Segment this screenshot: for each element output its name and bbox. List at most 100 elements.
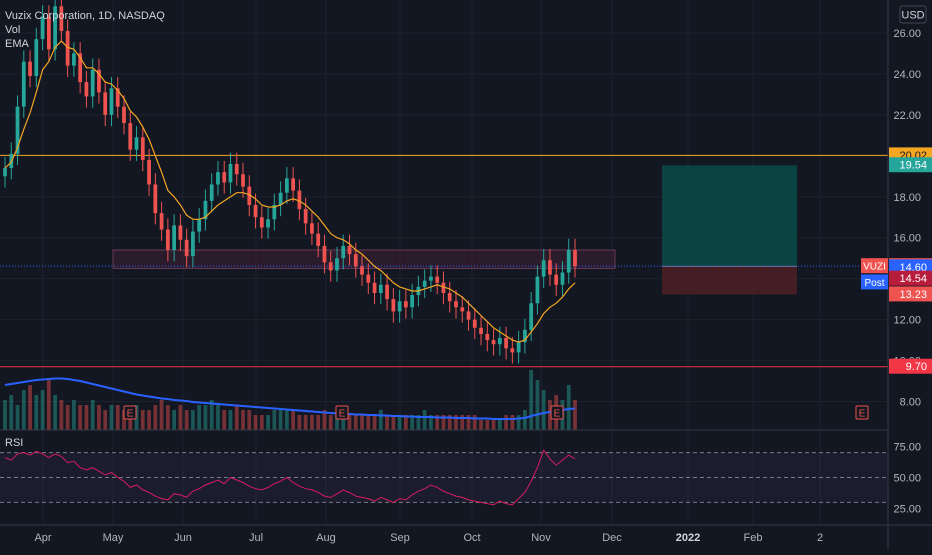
currency-badge (899, 5, 927, 24)
candle-body (216, 172, 220, 185)
rsi-tick-label: 25.00 (893, 504, 921, 516)
candle-body (253, 204, 258, 218)
candle-body (404, 301, 408, 308)
volume-bar (122, 410, 126, 430)
volume-bar (109, 405, 114, 430)
volume-bar (159, 400, 164, 430)
candle-body (516, 342, 521, 353)
volume-bar (140, 410, 145, 430)
range-box (112, 249, 616, 269)
support-tag-label: 9.70 (906, 361, 927, 373)
candle-body (435, 276, 440, 283)
candle-body (335, 258, 339, 271)
candle-body (353, 254, 358, 267)
candle-body (72, 53, 76, 66)
candle-body (165, 229, 170, 250)
earnings-marker-label: E (859, 409, 866, 420)
price-tick-label: 26.00 (893, 28, 921, 40)
candle-body (460, 307, 465, 312)
volume-bar (28, 385, 32, 430)
volume-bar (72, 400, 76, 430)
ticker-label-box (861, 258, 888, 274)
time-tick-label: Feb (744, 532, 763, 544)
price-tick-label: 24.00 (893, 69, 921, 81)
symbol-title[interactable]: Vuzix Corporation, 1D, NASDAQ (5, 10, 165, 22)
candle-body (90, 69, 95, 97)
candle-body (97, 69, 101, 93)
candle-body (103, 92, 108, 115)
volume-bar (347, 415, 352, 430)
volume-bar (372, 415, 377, 430)
candle-body (328, 262, 333, 271)
volume-bar (529, 370, 534, 430)
candle-body (203, 200, 208, 220)
candle-body (147, 159, 151, 185)
volume-bar (441, 415, 446, 430)
volume-bar (410, 415, 415, 430)
volume-bar (90, 400, 95, 430)
chart-legend: Vuzix Corporation, 1D, NASDAQ Vol EMA (5, 9, 165, 51)
candle-body (272, 204, 277, 220)
candle-body (491, 340, 496, 345)
volume-bar (284, 410, 289, 430)
rsi-tick-label: 50.00 (893, 473, 921, 485)
time-tick-label: Jun (174, 532, 192, 544)
time-tick-label: Jul (249, 532, 263, 544)
candle-body (159, 213, 164, 230)
volume-bar (491, 420, 496, 430)
ema-indicator-label[interactable]: EMA (5, 38, 29, 50)
candle-body (573, 250, 577, 267)
volume-bar (535, 380, 540, 430)
candle-body (497, 338, 502, 345)
candle-body (429, 276, 433, 281)
rsi-indicator-label[interactable]: RSI (5, 437, 24, 449)
candle-body (297, 190, 302, 210)
earnings-marker (335, 405, 349, 420)
candle-body (59, 6, 64, 31)
candle-body (485, 333, 490, 341)
candle-body (385, 284, 389, 300)
post-price-tag (889, 259, 932, 275)
volume-bar (460, 415, 465, 430)
candle-body (410, 295, 415, 308)
volume-bar (53, 395, 57, 430)
candle-body (284, 178, 289, 193)
candle-body (172, 225, 176, 250)
volume-bar (548, 400, 552, 430)
candle-body (21, 61, 26, 107)
price-tick-label: 18.00 (893, 192, 921, 204)
candle-body (548, 260, 552, 275)
volume-bar (335, 415, 339, 430)
candle-body (15, 106, 20, 154)
target-tag-label: 19.54 (899, 160, 927, 172)
candle-body (535, 276, 540, 304)
volume-bar (103, 410, 108, 430)
time-tick-label: Sep (390, 532, 410, 544)
volume-bar (209, 400, 214, 430)
time-tick-label: Oct (463, 532, 480, 544)
time-tick-label: 2 (817, 532, 823, 544)
candle-body (65, 30, 70, 66)
price-tick-label: 8.00 (900, 397, 921, 409)
candle-body (153, 184, 158, 214)
volume-bar (266, 415, 270, 430)
volume-indicator-label[interactable]: Vol (5, 24, 21, 36)
time-tick-label: Dec (602, 532, 622, 544)
earnings-marker (855, 405, 869, 420)
previous-close-tag-label: 14.54 (899, 273, 927, 285)
volume-bar (466, 415, 471, 430)
rsi-line (4, 449, 576, 506)
volume-bar (447, 415, 452, 430)
volume-bar (34, 395, 39, 430)
volume-bar (253, 415, 258, 430)
candle-body (128, 123, 133, 150)
ema-line (4, 40, 576, 343)
volume-bar (516, 415, 521, 430)
volume-bar (523, 410, 527, 430)
candle-body (554, 274, 559, 285)
candle-body (247, 186, 252, 205)
price-tick-label: 16.00 (893, 233, 921, 245)
volume-bar (360, 415, 364, 430)
